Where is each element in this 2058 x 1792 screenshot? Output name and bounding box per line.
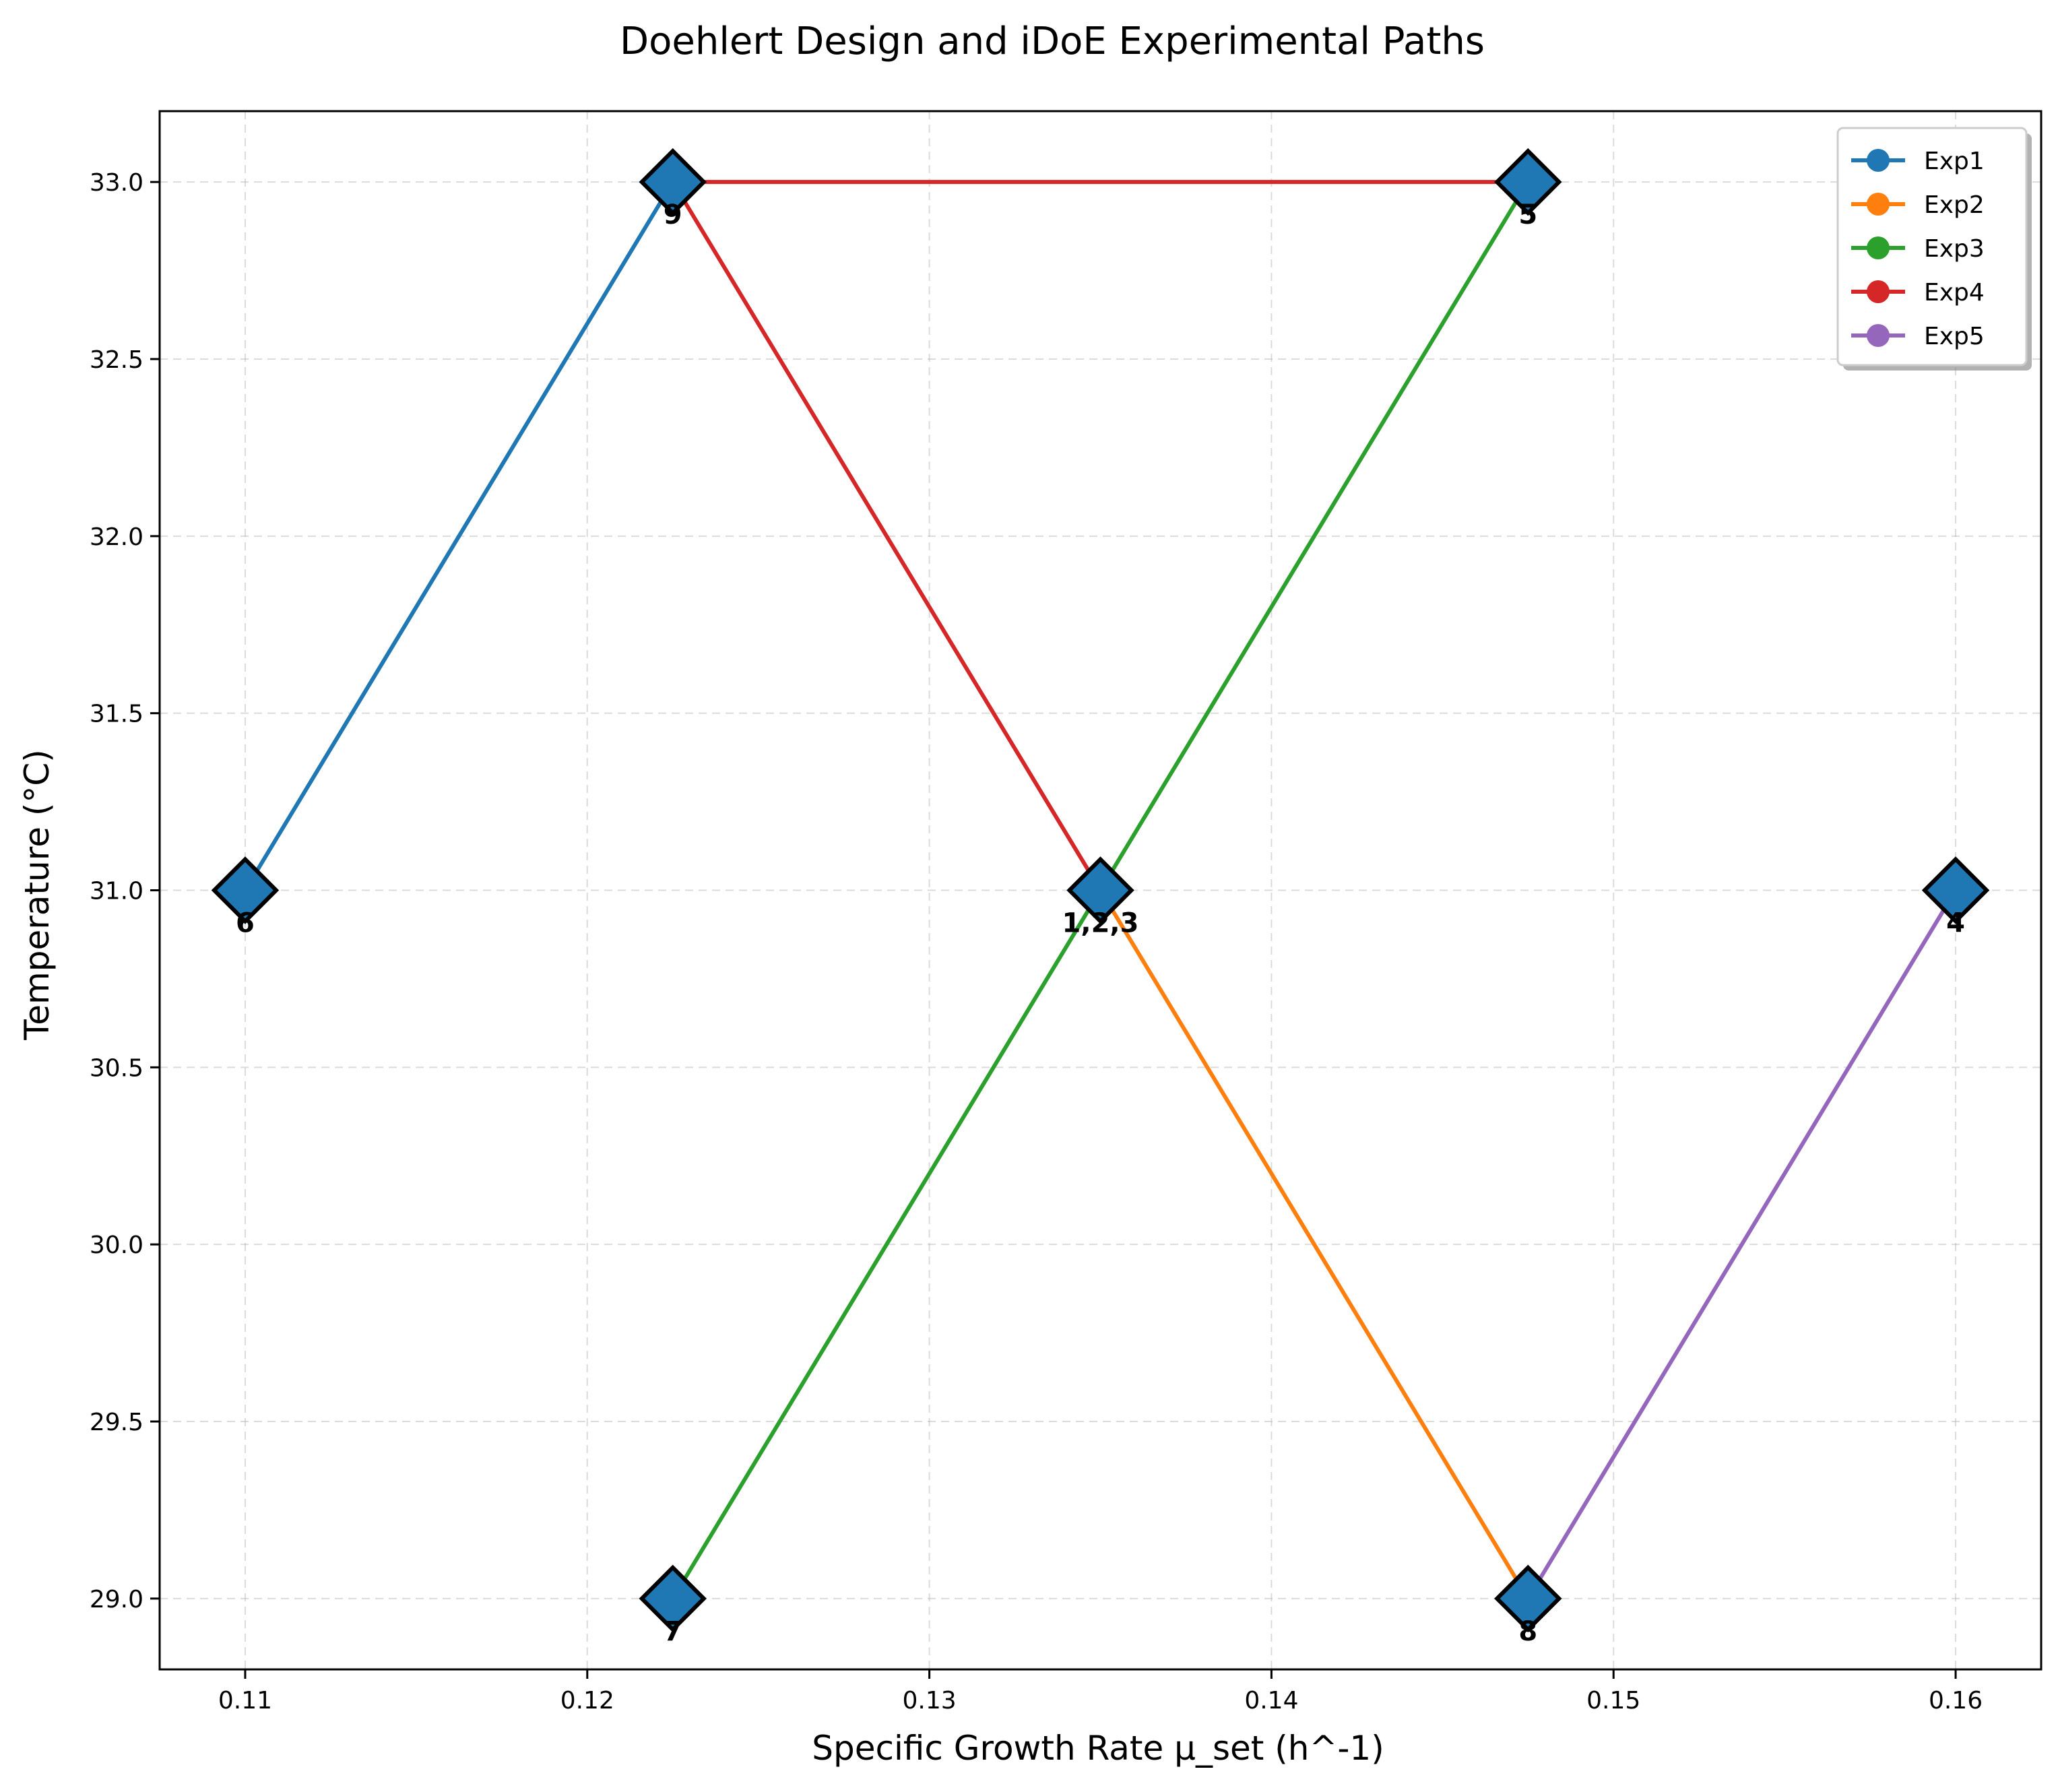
design-point-label: 7 — [664, 1616, 682, 1647]
y-tick-label: 29.0 — [90, 1586, 143, 1613]
y-tick-label: 30.0 — [90, 1231, 143, 1259]
series-line-exp2 — [1098, 888, 1531, 1601]
design-point-label: 6 — [236, 908, 255, 939]
y-tick-label: 29.5 — [90, 1409, 143, 1436]
design-point-marker — [639, 1564, 707, 1633]
x-tick-label: 0.16 — [1929, 1687, 1983, 1715]
legend-label-exp5: Exp5 — [1924, 323, 1985, 350]
chart-title: Doehlert Design and iDoE Experimental Pa… — [620, 20, 1485, 63]
design-point-marker — [1494, 1564, 1562, 1633]
y-tick-label: 31.5 — [90, 701, 143, 728]
legend-label-exp3: Exp3 — [1924, 235, 1985, 263]
legend-label-exp4: Exp4 — [1924, 279, 1985, 307]
x-axis-label: Specific Growth Rate μ_set (h^-1) — [812, 1729, 1384, 1768]
series-line-exp1 — [243, 180, 675, 893]
y-tick-label: 30.5 — [90, 1054, 143, 1082]
legend-label-exp2: Exp2 — [1924, 191, 1985, 219]
y-tick-label: 32.0 — [90, 523, 143, 551]
legend-marker-exp5 — [1867, 324, 1890, 347]
plot-area: 1,2,3 4 5 6 7 8 9 0.11 0.12 0.13 0.14 0.15 0.16 29.0 2… — [90, 110, 2043, 1715]
design-point-label: 9 — [664, 199, 682, 230]
x-tick-label: 0.12 — [560, 1687, 614, 1715]
design-point-label: 4 — [1946, 908, 1965, 939]
design-point-marker — [211, 856, 280, 924]
y-tick-label: 31.0 — [90, 878, 143, 905]
legend-marker-exp4 — [1867, 280, 1890, 303]
design-point-marker — [1494, 148, 1562, 216]
design-point-marker — [639, 148, 707, 216]
x-tick-label: 0.13 — [903, 1687, 957, 1715]
x-tick-label: 0.14 — [1244, 1687, 1298, 1715]
series-line-exp5 — [1526, 888, 1958, 1601]
legend-marker-exp2 — [1867, 193, 1890, 216]
y-tick-label: 33.0 — [90, 169, 143, 197]
legend-box — [1836, 127, 2028, 366]
design-point-label: 8 — [1518, 1616, 1537, 1647]
legend-label-exp1: Exp1 — [1924, 148, 1985, 175]
y-tick-label: 32.5 — [90, 346, 143, 374]
design-point-label: 1,2,3 — [1062, 908, 1139, 939]
design-point-marker — [1066, 856, 1134, 924]
legend-marker-exp3 — [1867, 236, 1890, 259]
x-tick-label: 0.11 — [218, 1687, 272, 1715]
y-axis-label: Temperature (°C) — [18, 749, 57, 1041]
x-tick-label: 0.15 — [1586, 1687, 1640, 1715]
legend: Exp1 Exp2 Exp3 Exp4 Exp5 — [1836, 127, 2032, 371]
legend-marker-exp1 — [1867, 149, 1890, 172]
design-point-marker — [1921, 856, 1990, 924]
design-point-label: 5 — [1518, 199, 1537, 230]
